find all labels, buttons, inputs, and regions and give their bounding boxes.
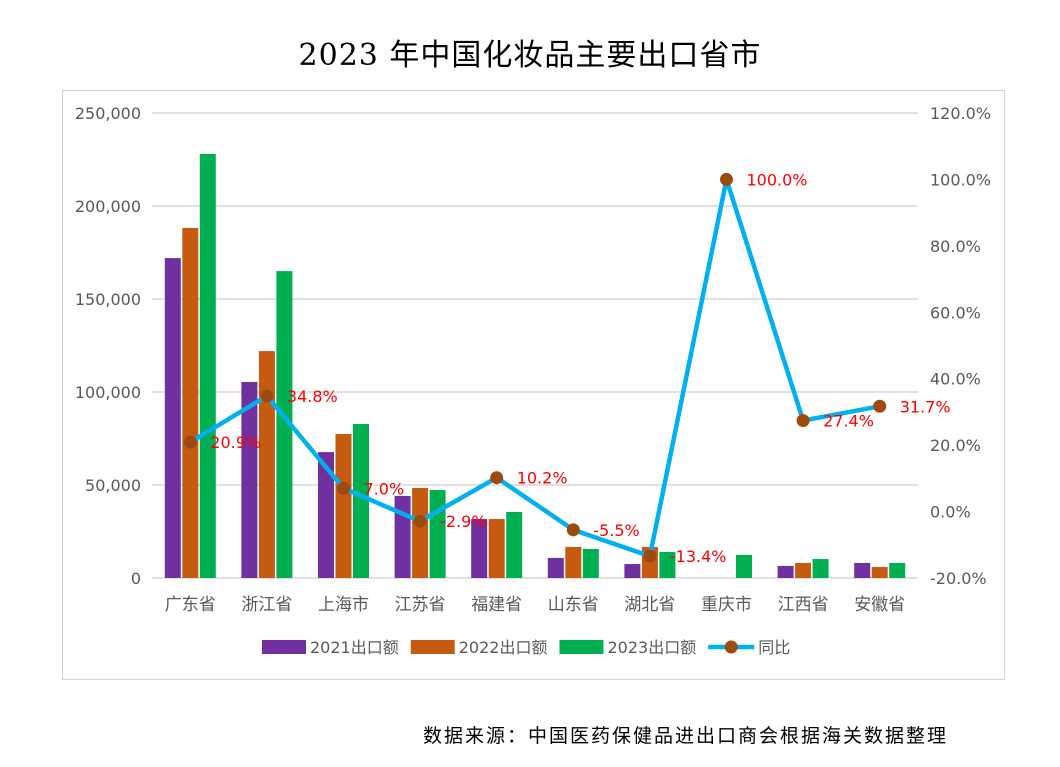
bar-2023出口额-重庆市	[736, 554, 752, 578]
data-label: 20.9%	[210, 433, 261, 452]
bar-2021出口额-江苏省	[394, 495, 411, 578]
bar-2023出口额-广东省	[199, 153, 216, 579]
bar-2021出口额-广东省	[164, 258, 181, 578]
bar-2022出口额-上海市	[335, 434, 352, 578]
y2-tick-label: 20.0%	[930, 436, 981, 455]
y2-tick-label: 80.0%	[930, 237, 981, 256]
y-tick-label: 50,000	[85, 476, 141, 495]
bar-2021出口额-安徽省	[854, 562, 871, 578]
bar-2021出口额-福建省	[471, 519, 488, 578]
bar-2023出口额-江苏省	[429, 490, 446, 578]
y2-tick-label: 40.0%	[930, 370, 981, 389]
data-label: -2.9%	[440, 512, 486, 531]
chart-frame	[62, 90, 1005, 680]
x-tick-label: 浙江省	[241, 595, 292, 615]
point-yoy-江西省	[796, 414, 810, 428]
bar-2022出口额-浙江省	[258, 351, 275, 578]
point-yoy-福建省	[490, 471, 504, 485]
legend-swatch	[262, 640, 306, 654]
data-label: 31.7%	[900, 397, 951, 416]
data-label: -13.4%	[670, 547, 727, 566]
bar-2023出口额-安徽省	[889, 562, 906, 578]
bar-2021出口额-江西省	[777, 565, 794, 578]
x-tick-label: 湖北省	[624, 595, 675, 615]
line-yoy	[189, 177, 881, 559]
bar-2022出口额-江苏省	[412, 487, 429, 578]
x-tick-label: 广东省	[165, 595, 216, 615]
x-tick-label: 安徽省	[854, 595, 905, 615]
point-yoy-安徽省	[873, 399, 887, 413]
x-tick-label: 山东省	[548, 595, 599, 615]
x-tick-label: 江苏省	[395, 595, 446, 615]
y2-tick-label: 60.0%	[930, 303, 981, 322]
bar-2023出口额-上海市	[353, 423, 369, 578]
y-tick-label: 200,000	[75, 197, 141, 216]
y2-tick-label: 0.0%	[930, 503, 971, 522]
x-tick-label: 江西省	[778, 595, 829, 615]
point-yoy-山东省	[566, 523, 580, 537]
y-tick-label: 250,000	[75, 104, 141, 123]
bar-2023出口额-湖北省	[659, 551, 676, 578]
y2-tick-label: 120.0%	[930, 104, 991, 123]
bar-2022出口额-安徽省	[871, 567, 888, 578]
point-yoy-江苏省	[413, 514, 427, 528]
bar-2021出口额-浙江省	[241, 381, 258, 578]
point-yoy-湖北省	[643, 549, 657, 563]
data-label: -5.5%	[593, 521, 639, 540]
y-tick-label: 0	[131, 569, 141, 588]
bar-2022出口额-江西省	[795, 562, 812, 578]
legend-label: 2023出口额	[607, 638, 696, 657]
y2-tick-label: -20.0%	[930, 569, 987, 588]
legend-label: 2021出口额	[310, 638, 399, 657]
data-label: 34.8%	[287, 387, 338, 406]
bar-2022出口额-福建省	[488, 519, 505, 578]
bar-2021出口额-上海市	[318, 452, 334, 578]
x-tick-label: 上海市	[318, 595, 369, 615]
legend-swatch	[410, 640, 455, 654]
bar-2022出口额-广东省	[182, 227, 199, 578]
bar-2023出口额-福建省	[506, 511, 523, 578]
legend-swatch	[559, 640, 604, 654]
point-yoy-广东省	[183, 435, 197, 449]
data-label: 10.2%	[517, 469, 568, 488]
source-note: 数据来源：中国医药保健品进出口商会根据海关数据整理	[422, 725, 948, 747]
x-tick-label: 福建省	[471, 595, 522, 615]
y-tick-label: 100,000	[75, 383, 141, 402]
bar-2023出口额-江西省	[812, 559, 829, 578]
x-tick-label: 重庆市	[701, 595, 752, 615]
data-label: 100.0%	[747, 170, 808, 189]
y2-tick-label: 100.0%	[930, 170, 991, 189]
chart-title: 2023 年中国化妆品主要出口省市	[298, 38, 762, 73]
legend-marker	[724, 640, 738, 654]
bar-2022出口额-山东省	[565, 546, 582, 578]
data-label: 27.4%	[823, 412, 874, 431]
y-tick-label: 150,000	[75, 290, 141, 309]
point-yoy-上海市	[337, 481, 350, 495]
point-yoy-浙江省	[260, 389, 274, 403]
legend-label: 2022出口额	[459, 638, 548, 657]
bar-2021出口额-山东省	[547, 557, 564, 578]
legend-label: 同比	[758, 638, 790, 657]
point-yoy-重庆市	[720, 172, 733, 186]
bar-2023出口额-浙江省	[276, 271, 293, 578]
data-label: 7.0%	[364, 479, 405, 498]
bar-2023出口额-山东省	[582, 548, 599, 578]
bar-2021出口额-湖北省	[624, 564, 641, 578]
